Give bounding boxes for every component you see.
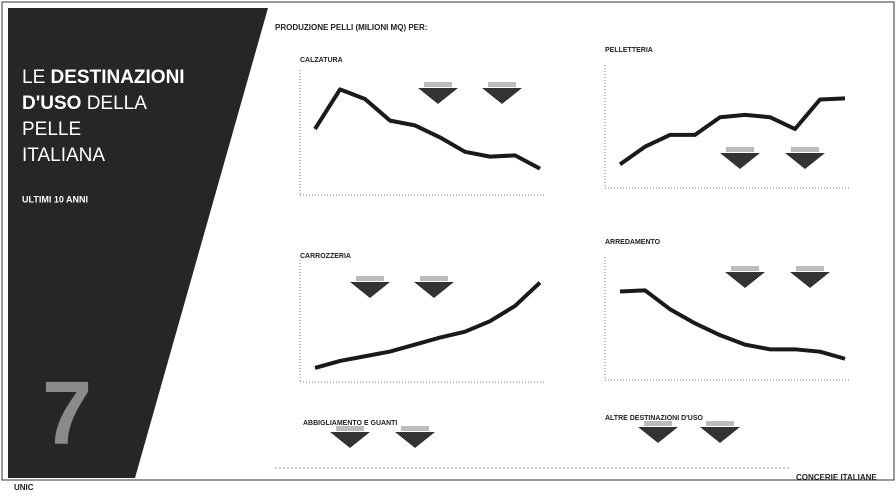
badge-label (336, 426, 364, 431)
badge (418, 88, 458, 104)
title-line: PELLE (22, 119, 81, 140)
badge (700, 427, 740, 443)
badge-label (420, 276, 448, 281)
badge-label (791, 147, 819, 152)
badge-label (796, 266, 824, 271)
badge-label (424, 82, 452, 87)
chart-title: PELLETTERIA (605, 47, 653, 54)
section-title: ALTRE DESTINAZIONI D'USO (605, 415, 704, 422)
section-title: ABBIGLIAMENTO E GUANTI (303, 420, 397, 427)
badge (725, 272, 765, 288)
badge-label (356, 276, 384, 281)
data-line (314, 281, 542, 370)
title-panel (8, 8, 268, 478)
badge (638, 427, 678, 443)
chart-title: ARREDAMENTO (605, 239, 661, 246)
title-line: D'USO DELLA (22, 93, 147, 114)
title-line: LE DESTINAZIONI (22, 67, 185, 88)
badge (720, 153, 760, 169)
badge-label (644, 421, 672, 426)
badge (330, 432, 370, 448)
header: PRODUZIONE PELLI (MILIONI MQ) PER: (275, 23, 427, 32)
chart-title: CARROZZERIA (300, 253, 351, 260)
footer-right: CONCERIE ITALIANE (796, 473, 877, 482)
badge-label (488, 82, 516, 87)
badge-label (731, 266, 759, 271)
subtitle: ULTIMI 10 ANNI (22, 194, 88, 204)
data-line (618, 96, 846, 167)
chart-title: CALZATURA (300, 57, 343, 64)
badge (785, 153, 825, 169)
badge (350, 282, 390, 298)
badge (790, 272, 830, 288)
badge-label (726, 147, 754, 152)
data-line (313, 87, 541, 171)
badge (414, 282, 454, 298)
title-line: ITALIANA (22, 145, 105, 166)
data-line (619, 288, 846, 361)
page-number: 7 (42, 364, 92, 464)
footer-left: UNIC (14, 483, 34, 492)
badge-label (706, 421, 734, 426)
badge (395, 432, 435, 448)
badge (482, 88, 522, 104)
badge-label (401, 426, 429, 431)
